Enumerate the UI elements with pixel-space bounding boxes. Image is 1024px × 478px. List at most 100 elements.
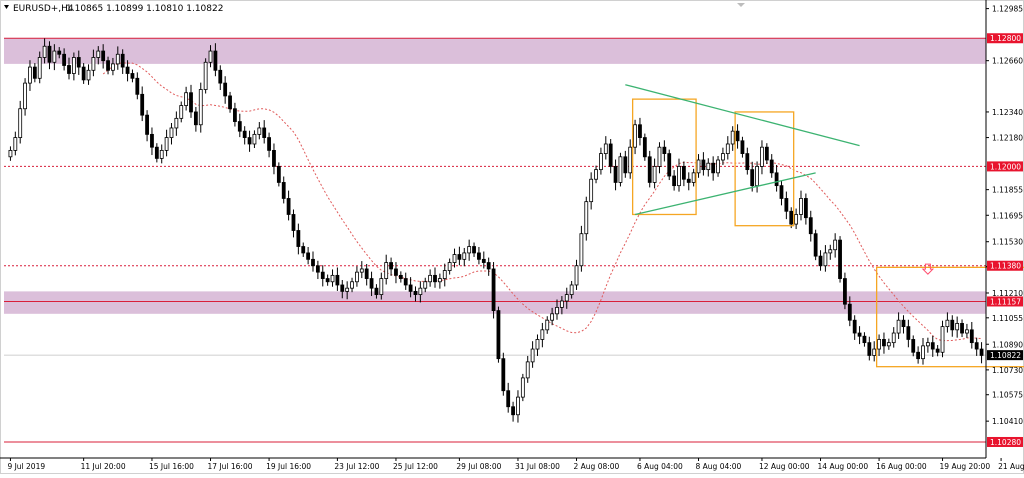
candle-body: [208, 50, 213, 63]
candle: [789, 207, 794, 229]
candle-body: [877, 339, 881, 350]
candle: [28, 60, 32, 91]
candle: [579, 225, 584, 272]
candle-body: [628, 146, 633, 174]
candle: [296, 223, 301, 255]
candle-body: [559, 300, 564, 308]
candle-body: [545, 319, 550, 331]
time-tick-label: 19 Jul 16:00: [266, 462, 311, 471]
symbol-label: EURUSD+,H4: [13, 4, 74, 14]
candle: [223, 76, 228, 104]
candle: [867, 336, 872, 361]
candle: [203, 58, 208, 94]
candle-body: [477, 252, 481, 260]
candle-body: [925, 342, 930, 347]
candle-body: [447, 262, 452, 271]
candle-body: [579, 233, 584, 267]
candle: [252, 130, 257, 148]
candle-body: [101, 50, 106, 62]
candle-body: [681, 166, 686, 180]
candle: [852, 315, 857, 340]
candle-body: [228, 95, 232, 110]
candle-body: [218, 69, 223, 84]
candle-body: [428, 274, 433, 283]
candle-body: [564, 294, 569, 302]
time-axis[interactable]: 9 Jul 2019 11 Jul 20:00 15 Jul 16:00 17 Jul…: [0, 457, 1024, 471]
price-axis[interactable]: 1.12985 1.12660 1.12340 1.12180 1.11855 1.116…: [985, 0, 1023, 458]
candle: [96, 46, 101, 65]
chart-shift-marker-icon[interactable]: [737, 3, 745, 7]
candle: [467, 239, 472, 261]
candle: [623, 150, 628, 178]
candle-body: [47, 45, 52, 63]
candle: [189, 84, 193, 118]
candle: [389, 257, 393, 276]
candle: [906, 319, 911, 348]
candle-body: [57, 50, 62, 55]
level-price-tag-label: 1.12000: [990, 162, 1021, 171]
candle: [359, 261, 364, 279]
candle: [555, 299, 559, 320]
candle: [242, 126, 247, 145]
candle: [213, 43, 218, 77]
candle: [130, 69, 135, 83]
candle: [276, 162, 281, 187]
candle: [589, 172, 594, 210]
candle: [159, 144, 164, 164]
candle: [52, 44, 57, 71]
pattern-box-1[interactable]: [734, 111, 795, 227]
candle: [662, 140, 667, 162]
trendlines-layer: [625, 84, 860, 216]
candle: [882, 332, 886, 354]
candle: [447, 258, 452, 275]
time-tick-label: 14 Aug 00:00: [818, 462, 869, 471]
price-tick-label: 1.11855: [992, 186, 1023, 195]
candle: [193, 106, 198, 132]
candle: [740, 136, 745, 158]
candle: [345, 281, 350, 300]
candle-body: [164, 137, 169, 151]
candle: [935, 345, 940, 357]
candle: [369, 271, 374, 297]
candle: [208, 45, 213, 68]
candle-body: [452, 254, 457, 263]
candle: [955, 316, 960, 338]
candle-body: [486, 262, 491, 270]
candle-body: [843, 278, 847, 305]
trendline-1[interactable]: [634, 172, 816, 216]
candle-body: [193, 111, 198, 126]
candle-body: [179, 105, 184, 119]
down-arrow-icon[interactable]: [921, 263, 935, 275]
candle-body: [23, 82, 27, 110]
time-tick-label: 2 Aug 08:00: [574, 462, 620, 471]
candle-body: [296, 230, 301, 247]
candle-body: [662, 146, 667, 154]
pattern-box-0[interactable]: [631, 98, 697, 216]
time-tick-label: 31 Jul 08:00: [515, 462, 560, 471]
candle-body: [111, 63, 115, 71]
candle-body: [247, 137, 252, 145]
candle: [442, 263, 447, 287]
candle: [262, 120, 267, 144]
candle-body: [413, 290, 418, 295]
trendline-0[interactable]: [625, 84, 860, 147]
dropdown-triangle-icon[interactable]: [4, 5, 9, 9]
candle: [901, 315, 906, 334]
candle-body: [891, 332, 896, 344]
candle-body: [603, 143, 608, 154]
candle-body: [901, 319, 906, 328]
candle-body: [496, 310, 501, 360]
candle-body: [769, 159, 774, 174]
candle-body: [511, 406, 515, 416]
pattern-box-2[interactable]: [875, 266, 1024, 368]
candle: [520, 373, 525, 402]
candle: [18, 100, 23, 144]
candle-body: [872, 348, 877, 356]
candle: [642, 133, 647, 161]
candle: [794, 208, 799, 230]
candle-body: [647, 156, 652, 183]
candle-body: [13, 137, 18, 151]
candle-body: [28, 66, 32, 84]
